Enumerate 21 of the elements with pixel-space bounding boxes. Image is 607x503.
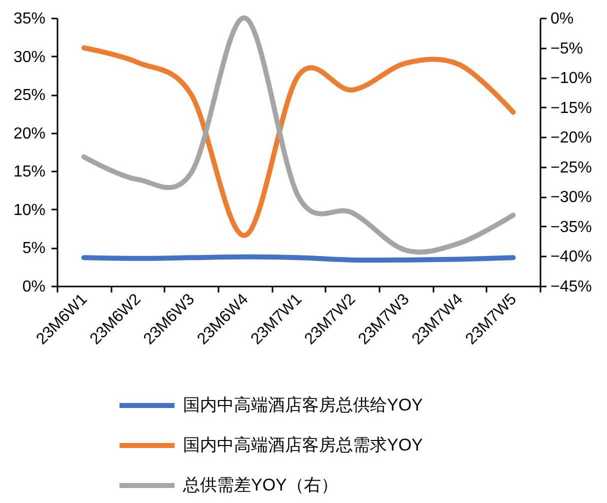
y-tick-label: 20% — [13, 125, 46, 142]
y2-tick-label: −45% — [550, 278, 592, 296]
y2-tick-label: −5% — [550, 40, 583, 58]
y-tick-label: 35% — [13, 10, 46, 28]
y2-tick-label: −35% — [550, 218, 592, 236]
y2-tick-label: −15% — [550, 100, 592, 117]
y2-tick-label: −20% — [550, 130, 592, 147]
y-tick-label: 15% — [13, 164, 46, 181]
y2-tick-label: 0% — [550, 10, 574, 28]
legend-label: 国内中高端酒店客房总供给YOY — [183, 396, 423, 414]
legend-label: 国内中高端酒店客房总需求YOY — [183, 436, 423, 454]
y-tick-label: 30% — [13, 48, 46, 66]
y2-tick-label: −25% — [550, 159, 592, 176]
y2-tick-label: −40% — [550, 248, 592, 266]
y2-tick-label: −10% — [550, 70, 592, 88]
y-tick-label: 0% — [22, 278, 46, 296]
y2-tick-label: −30% — [550, 189, 592, 206]
y-tick-label: 5% — [22, 240, 46, 258]
legend-label: 总供需差YOY（右） — [182, 476, 338, 494]
y-tick-label: 25% — [13, 87, 46, 104]
y-tick-label: 10% — [13, 202, 46, 219]
